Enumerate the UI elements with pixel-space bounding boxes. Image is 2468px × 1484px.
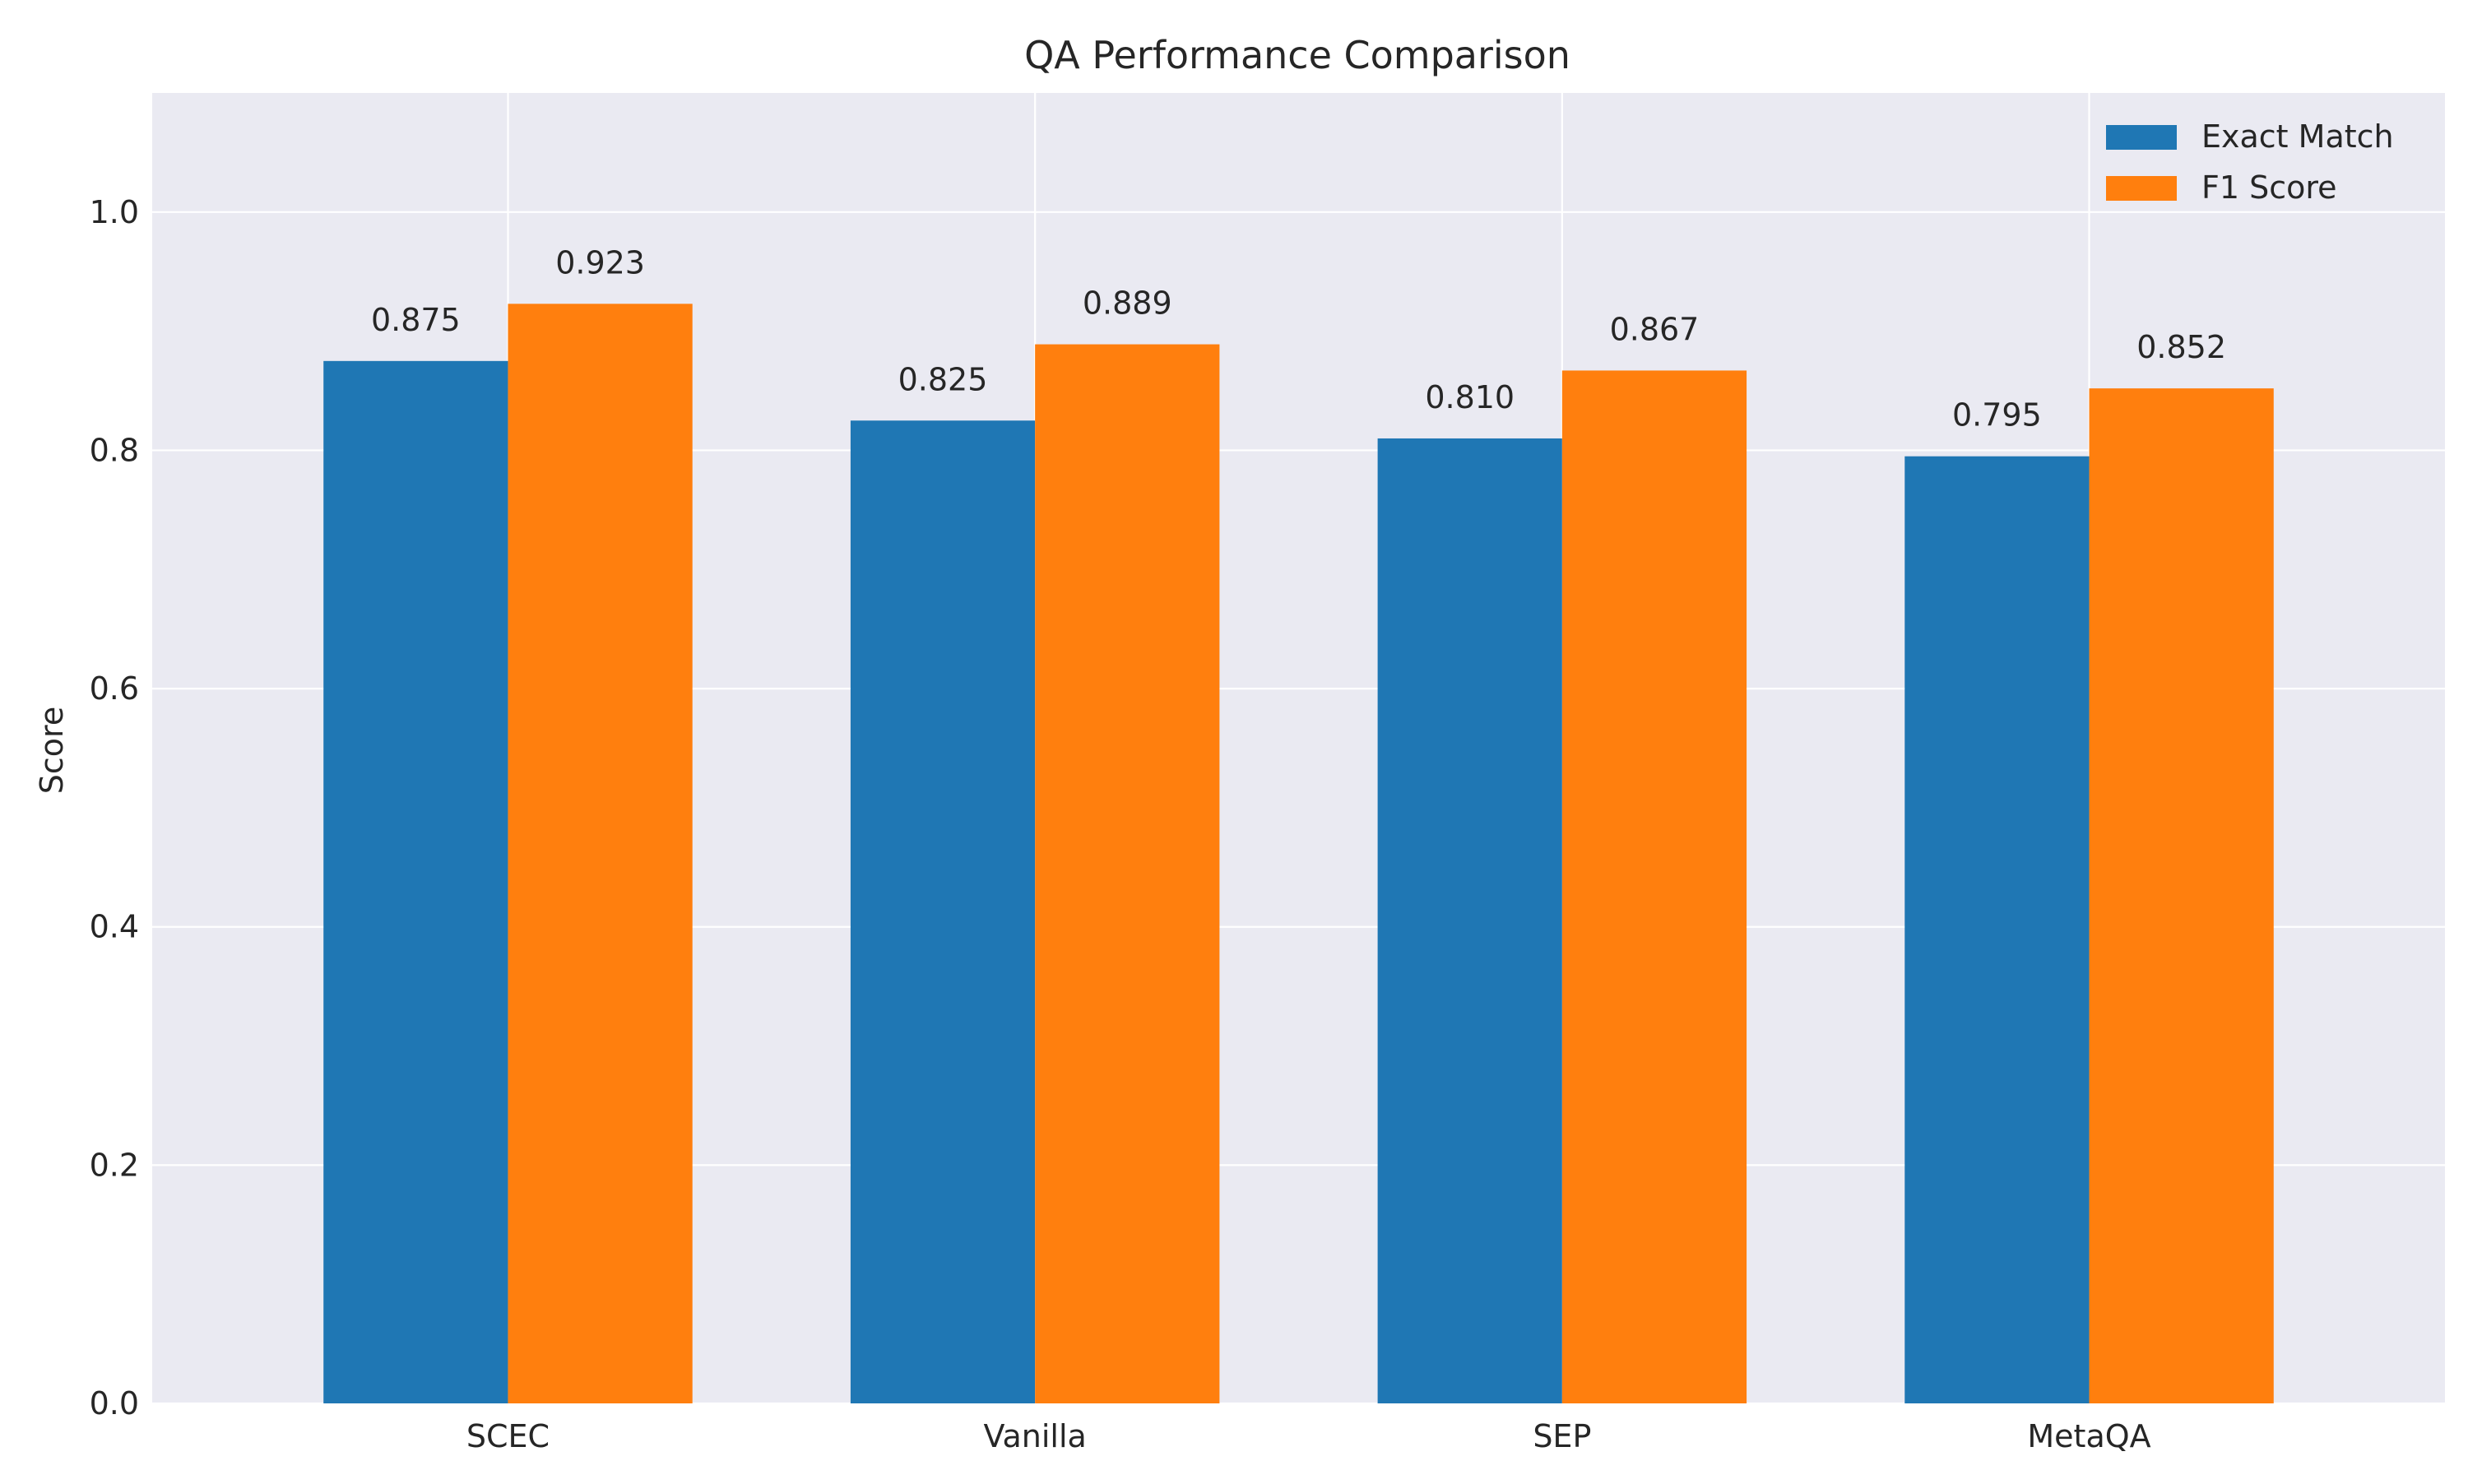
y-tick-label: 0.6 [90, 670, 139, 707]
legend-label: Exact Match [2201, 118, 2394, 155]
bar-exact-match [323, 360, 508, 1403]
bar-value-label: 0.923 [555, 244, 645, 281]
x-tick-label: SEP [1533, 1418, 1591, 1454]
x-tick-label: Vanilla [983, 1418, 1086, 1454]
bar-exact-match [1377, 438, 1562, 1404]
bar-value-label: 0.889 [1083, 285, 1172, 322]
plot-area: 0.0 0.2 0.4 0.6 0.8 1.0 SCEC Vanilla SEP MetaQA 0.… [90, 93, 2445, 1454]
bar-value-label: 0.810 [1425, 379, 1515, 415]
y-tick-label: 0.0 [90, 1385, 139, 1421]
bar-f1-score [1561, 370, 1747, 1403]
legend: Exact Match F1 Score [2106, 118, 2394, 206]
bar-value-label: 0.795 [1952, 397, 2042, 434]
legend-swatch [2106, 176, 2177, 201]
y-tick-label: 1.0 [90, 194, 139, 230]
chart-title: QA Performance Comparison [1024, 33, 1570, 77]
bar-value-label: 0.852 [2136, 329, 2226, 365]
bar-value-label: 0.825 [898, 361, 988, 397]
y-tick-label: 0.8 [90, 432, 139, 468]
bar-f1-score [1035, 344, 1220, 1403]
y-tick-label: 0.2 [90, 1147, 139, 1183]
bar-f1-score [508, 304, 693, 1404]
bar-value-label: 0.875 [371, 302, 461, 338]
x-tick-label: SCEC [466, 1418, 550, 1454]
y-tick-label: 0.4 [90, 909, 139, 945]
bar-value-label: 0.867 [1610, 311, 1700, 347]
bar-f1-score [2089, 388, 2274, 1404]
legend-swatch [2106, 125, 2177, 150]
bar-exact-match [1904, 456, 2090, 1403]
legend-label: F1 Score [2201, 169, 2337, 206]
y-axis-label: Score [34, 707, 70, 794]
bar-exact-match [850, 420, 1036, 1403]
x-tick-label: MetaQA [2027, 1418, 2150, 1454]
